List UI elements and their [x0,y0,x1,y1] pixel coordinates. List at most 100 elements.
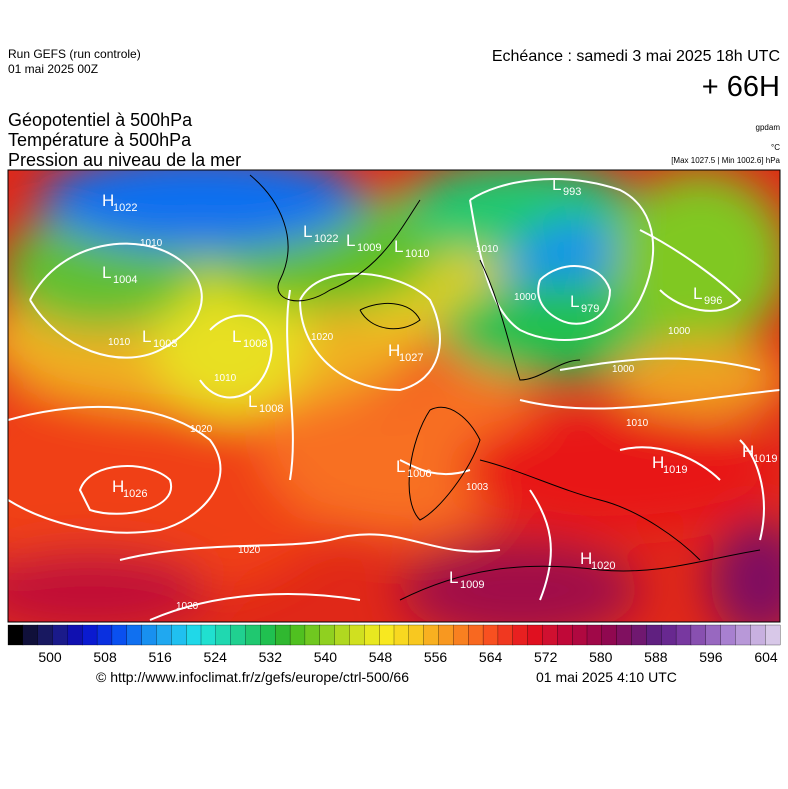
colorbar-swatch [393,624,410,646]
isobar-label: 1010 [476,244,499,255]
colorbar-swatch [171,624,187,646]
colorbar-swatch [512,624,529,646]
colorbar-swatch [661,624,677,646]
center-letter: H [742,442,754,461]
center-letter: L [142,327,151,346]
colorbar-swatch [334,624,350,646]
center-value: 1004 [113,274,137,286]
center-value: 1026 [123,488,147,500]
colorbar-swatch [126,624,143,646]
colorbar-tick-label: 580 [589,649,613,665]
valid-time: Echéance : samedi 3 mai 2025 18h UTC [492,48,780,65]
center-letter: H [652,453,664,472]
center-letter: L [396,457,405,476]
unit-temperature: °C [771,143,780,152]
footer-url: © http://www.infoclimat.fr/z/gefs/europe… [96,669,409,685]
colorbar-swatch [675,624,692,646]
isobar-label: 1000 [514,292,537,303]
center-letter: L [394,237,403,256]
title: Pression au niveau de la mer [8,150,241,170]
colorbar-swatch [215,624,232,646]
colorbar-swatch [572,624,588,646]
isobar-label: 1020 [311,332,334,343]
colorbar-swatch [438,624,454,646]
run-date: 01 mai 2025 00Z [8,62,98,76]
colorbar-swatch [82,624,98,646]
run-label: Run GEFS (run controle) [8,47,141,61]
center-value: 996 [704,295,722,307]
temperature-field [8,170,780,622]
colorbar-tick-label: 572 [534,649,558,665]
center-letter: L [570,292,579,311]
center-value: 1008 [259,403,283,415]
center-value: 1022 [314,233,338,245]
colorbar-swatch [750,624,766,646]
colorbar-swatch [690,624,707,646]
colorbar-swatch [245,624,261,646]
lead-time: + 66H [702,71,780,103]
center-value: 1020 [591,560,615,572]
colorbar-swatch [527,624,543,646]
colorbar-swatch [22,624,39,646]
center-letter: L [303,222,312,241]
center-value: 993 [563,186,581,198]
colorbar-tick-label: 604 [754,649,778,665]
unit-geopotential: gpdam [756,123,781,132]
colorbar-tick-label: 532 [259,649,283,665]
isobar-label: 1010 [626,418,649,429]
center-letter: L [232,327,241,346]
colorbar-swatch [304,624,321,646]
colorbar-swatch [379,624,395,646]
center-value: 1019 [753,453,777,465]
colorbar-swatch [408,624,425,646]
colorbar-swatch [186,624,202,646]
colorbar-swatch [646,624,662,646]
center-letter: L [102,263,111,282]
center-letter: L [449,568,458,587]
isobars [8,178,780,621]
colorbar-swatch [586,624,603,646]
colorbar-swatch [275,624,291,646]
colorbar-swatch [542,624,558,646]
colorbar-swatch [260,624,276,646]
colorbar-swatch [52,624,68,646]
colorbar-tick-label: 588 [644,649,668,665]
colorbar-swatch [349,624,365,646]
colorbar-swatch [141,624,157,646]
isobar-label: 1010 [108,337,131,348]
center-value: 1003 [153,338,177,350]
center-value: 979 [581,303,599,315]
colorbar-swatch [735,624,751,646]
center-value: 1006 [407,468,431,480]
isobar-label: 1000 [612,364,635,375]
colorbar-tick-label: 556 [424,649,448,665]
colorbar-tick-label: 524 [204,649,228,665]
isobar-label: 1010 [214,373,237,384]
colorbar-swatch [482,624,499,646]
colorbar-swatch [7,624,24,646]
colorbar-tick-label: 540 [314,649,338,665]
colorbar-swatch [319,624,336,646]
center-letter: L [693,284,702,303]
isobar-label: 1020 [190,424,213,435]
colorbar-swatch [156,624,172,646]
center-value: 1027 [399,352,423,364]
colorbar-tick-label: 500 [38,649,62,665]
colorbar-swatch [765,624,781,646]
isobar-labels: 1010 1010 1010 1020 1020 1010 1000 1000 1000 1010… [108,238,691,612]
colorbar-swatch [631,624,647,646]
center-value: 1022 [113,202,137,214]
colorbar-tick-label: 508 [93,649,117,665]
map-frame [7,169,781,623]
center-letter: H [102,191,114,210]
colorbar-swatch [468,624,484,646]
colorbar-swatch [616,624,632,646]
colorbar-swatch [601,624,618,646]
colorbar-swatch [557,624,573,646]
colorbar-swatch [111,624,128,646]
colorbar-swatch [289,624,306,646]
